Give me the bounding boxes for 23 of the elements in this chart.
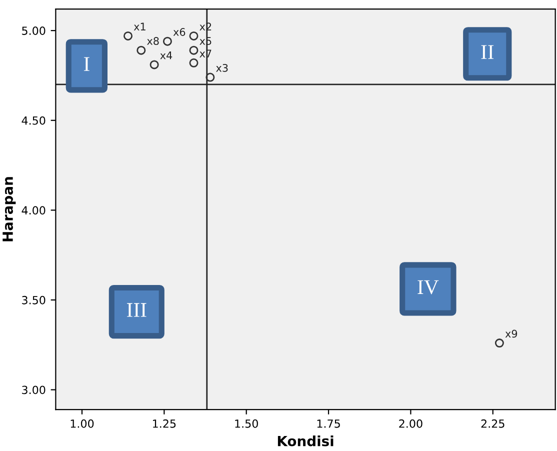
annotation: III xyxy=(126,303,146,317)
x-tick-label: 1.75 xyxy=(317,420,340,428)
y-tick-label: 3.50 xyxy=(22,296,46,304)
data-label: x4 xyxy=(160,52,172,60)
y-axis-title: Harapan xyxy=(2,177,16,242)
annotation: IV xyxy=(418,280,439,294)
y-tick-label: 4.00 xyxy=(22,206,46,215)
x-tick-label: 1.25 xyxy=(153,419,176,428)
x-tick-label: 2.00 xyxy=(399,419,422,428)
data-label: x3 xyxy=(216,64,228,72)
x-tick-label: 1.50 xyxy=(235,419,258,428)
x-axis-title: Kondisi xyxy=(278,436,334,446)
data-label: x8 xyxy=(147,37,159,45)
data-label: x6 xyxy=(173,28,186,36)
annotation: I xyxy=(84,57,90,71)
data-label: x9 xyxy=(505,330,518,338)
y-tick-label: 5.00 xyxy=(22,26,46,35)
y-tick-label: 4.50 xyxy=(22,116,46,125)
annotation: II xyxy=(481,45,494,59)
x-tick-label: 2.25 xyxy=(481,419,504,428)
data-label: x1 xyxy=(134,22,146,30)
y-tick-label: 3.00 xyxy=(22,386,46,394)
x-tick-label: 1.00 xyxy=(70,419,94,428)
